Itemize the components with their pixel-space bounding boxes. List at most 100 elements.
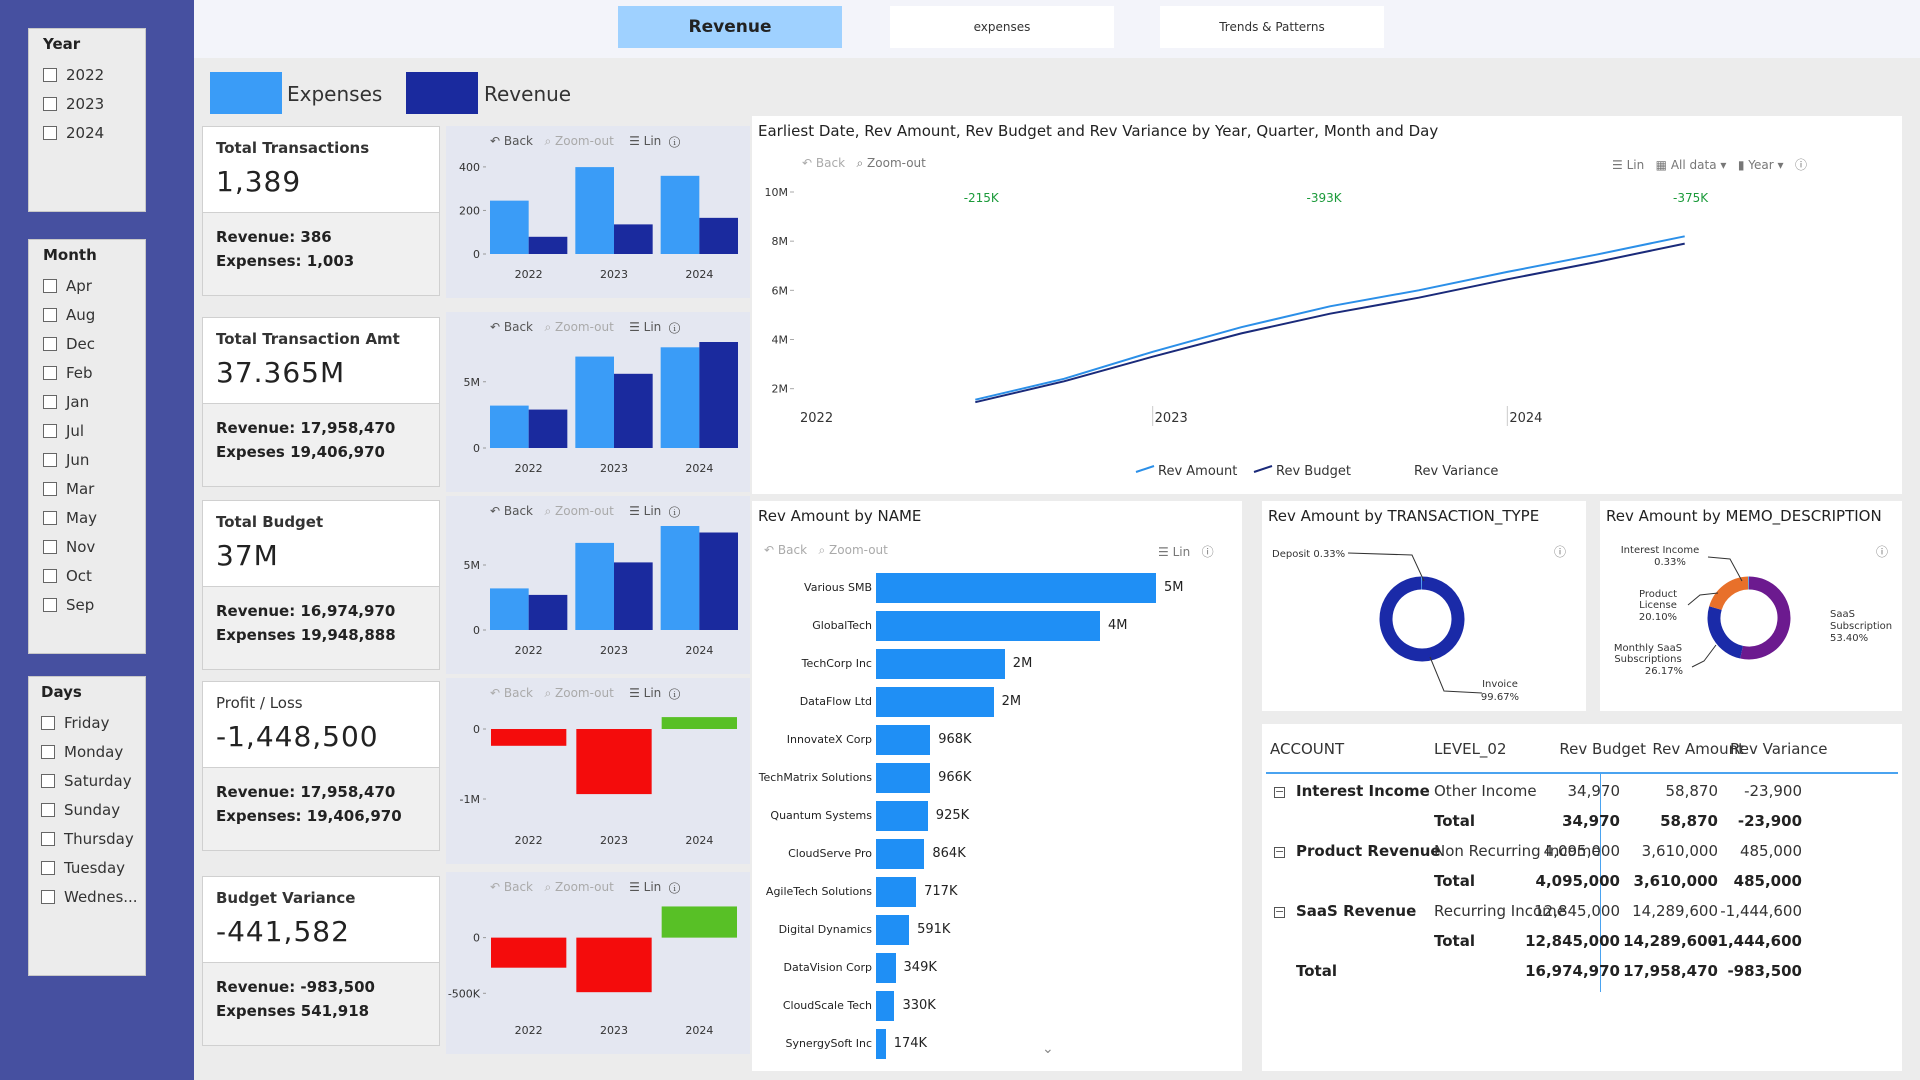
month-option-jun[interactable]: Jun xyxy=(43,448,89,472)
help-icon[interactable]: ⓘ xyxy=(668,880,681,894)
help-icon[interactable]: ⓘ xyxy=(1201,545,1214,559)
checkbox[interactable] xyxy=(43,68,57,82)
lin-button[interactable]: Lin xyxy=(1626,158,1645,172)
days-option-tuesday[interactable]: Tuesday xyxy=(41,856,125,880)
bar[interactable] xyxy=(876,649,1005,679)
month-option-may[interactable]: May xyxy=(43,506,97,530)
bar[interactable] xyxy=(876,877,917,907)
bar-revenue[interactable] xyxy=(614,562,653,630)
help-icon[interactable]: ⓘ xyxy=(668,320,681,334)
checkbox[interactable] xyxy=(43,482,57,496)
bar-expenses[interactable] xyxy=(575,542,614,630)
bar[interactable] xyxy=(876,687,994,717)
donut-slice-invoice[interactable] xyxy=(1379,576,1465,662)
bar-expenses[interactable] xyxy=(575,356,614,448)
bar-expenses[interactable] xyxy=(490,405,529,448)
tab-revenue[interactable]: Revenue xyxy=(618,6,842,48)
days-option-thursday[interactable]: Thursday xyxy=(41,827,134,851)
checkbox[interactable] xyxy=(43,308,57,322)
zoom-out-button[interactable]: ⌕ Zoom-out xyxy=(544,686,614,700)
help-icon[interactable]: ⓘ xyxy=(1554,545,1567,559)
checkbox[interactable] xyxy=(43,569,57,583)
bar-expenses[interactable] xyxy=(660,347,700,448)
bar[interactable] xyxy=(876,991,895,1021)
month-option-mar[interactable]: Mar xyxy=(43,477,94,501)
bar-expenses[interactable] xyxy=(660,526,700,630)
checkbox[interactable] xyxy=(41,861,55,875)
lin-button[interactable]: ☰ Lin xyxy=(629,504,662,518)
year-option-2022[interactable]: 2022 xyxy=(43,63,104,87)
month-option-apr[interactable]: Apr xyxy=(43,274,92,298)
bar[interactable] xyxy=(876,611,1100,641)
checkbox[interactable] xyxy=(43,453,57,467)
checkbox[interactable] xyxy=(43,279,57,293)
donut-slice-monthly-saas-subscriptions[interactable] xyxy=(1707,606,1744,659)
checkbox[interactable] xyxy=(43,366,57,380)
back-button[interactable]: ↶ Back xyxy=(490,134,534,148)
bar-expenses[interactable] xyxy=(490,588,529,630)
all-data-dropdown[interactable]: All data xyxy=(1670,158,1717,172)
back-icon[interactable]: ↶ xyxy=(802,156,813,170)
bar-value[interactable] xyxy=(576,729,652,795)
month-option-nov[interactable]: Nov xyxy=(43,535,95,559)
month-option-oct[interactable]: Oct xyxy=(43,564,92,588)
tab-expenses[interactable]: expenses xyxy=(890,6,1114,48)
bar-value[interactable] xyxy=(491,937,567,968)
chevron-down-icon[interactable]: ⌄ xyxy=(1042,1041,1054,1057)
back-button[interactable]: Back xyxy=(815,156,846,170)
zoom-out-button[interactable]: ⌕ Zoom-out xyxy=(544,134,614,148)
days-option-saturday[interactable]: Saturday xyxy=(41,769,132,793)
tab-trends-patterns[interactable]: Trends & Patterns xyxy=(1160,6,1384,48)
bar-revenue[interactable] xyxy=(528,409,568,448)
month-option-feb[interactable]: Feb xyxy=(43,361,93,385)
days-option-sunday[interactable]: Sunday xyxy=(41,798,120,822)
zoom-out-button[interactable]: ⌕ Zoom-out xyxy=(544,880,614,894)
bar-chart-icon[interactable]: ▮ xyxy=(1737,158,1745,172)
back-button[interactable]: ↶ Back xyxy=(490,320,534,334)
zoom-out-button[interactable]: Zoom-out xyxy=(829,543,888,557)
back-button[interactable]: ↶ Back xyxy=(490,880,534,894)
bar-value[interactable] xyxy=(576,937,652,993)
lin-button[interactable]: ☰ Lin xyxy=(629,320,662,334)
zoom-out-button[interactable]: Zoom-out xyxy=(867,156,926,170)
bar[interactable] xyxy=(876,1029,886,1059)
donut-slice-saas-subscription[interactable] xyxy=(1740,576,1791,660)
checkbox[interactable] xyxy=(43,126,57,140)
zoom-out-icon[interactable]: ⌕ xyxy=(856,156,864,170)
checkbox[interactable] xyxy=(41,832,55,846)
lin-button[interactable]: ☰ Lin xyxy=(629,686,662,700)
back-icon[interactable]: ↶ xyxy=(764,543,775,557)
checkbox[interactable] xyxy=(43,540,57,554)
bar-revenue[interactable] xyxy=(699,217,738,254)
bar[interactable] xyxy=(876,573,1156,603)
bar-revenue[interactable] xyxy=(614,373,653,448)
days-option-wednes[interactable]: Wednes... xyxy=(41,885,138,909)
help-icon[interactable]: ⓘ xyxy=(668,686,681,700)
bar[interactable] xyxy=(876,839,925,869)
bar-revenue[interactable] xyxy=(699,532,738,631)
help-icon[interactable]: ⓘ xyxy=(668,134,681,148)
checkbox[interactable] xyxy=(43,511,57,525)
bar-revenue[interactable] xyxy=(528,594,568,630)
bar[interactable] xyxy=(876,801,928,831)
checkbox[interactable] xyxy=(43,598,57,612)
help-icon[interactable]: ⓘ xyxy=(1794,158,1807,172)
bar-value[interactable] xyxy=(661,717,737,729)
collapse-icon[interactable]: − xyxy=(1274,905,1285,918)
lin-button[interactable]: ☰ Lin xyxy=(629,134,662,148)
month-option-aug[interactable]: Aug xyxy=(43,303,95,327)
checkbox[interactable] xyxy=(41,745,55,759)
days-option-friday[interactable]: Friday xyxy=(41,711,109,735)
bar-expenses[interactable] xyxy=(575,167,614,254)
month-option-dec[interactable]: Dec xyxy=(43,332,95,356)
list-icon[interactable]: ☰ xyxy=(1158,545,1169,559)
back-button[interactable]: ↶ Back xyxy=(490,686,534,700)
back-button[interactable]: Back xyxy=(777,543,808,557)
collapse-icon[interactable]: − xyxy=(1274,845,1285,858)
list-icon[interactable]: ☰ xyxy=(1612,158,1623,172)
checkbox[interactable] xyxy=(43,97,57,111)
bar[interactable] xyxy=(876,725,931,755)
checkbox[interactable] xyxy=(41,890,55,904)
days-option-monday[interactable]: Monday xyxy=(41,740,123,764)
bar[interactable] xyxy=(876,953,896,983)
